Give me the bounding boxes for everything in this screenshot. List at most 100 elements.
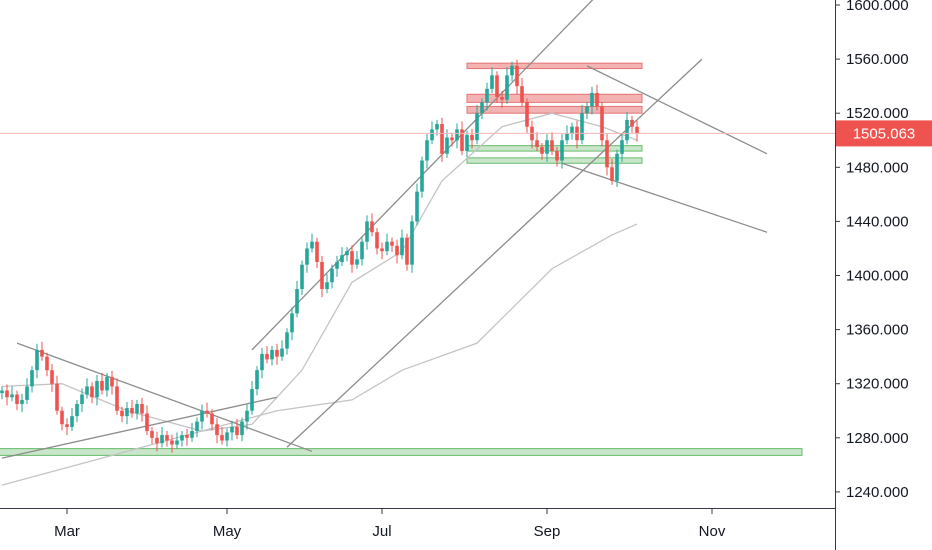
candle[interactable] xyxy=(345,247,349,262)
candle[interactable] xyxy=(520,78,524,107)
candle[interactable] xyxy=(575,120,579,149)
trendline[interactable] xyxy=(286,58,703,448)
candle[interactable] xyxy=(25,378,29,404)
candle[interactable] xyxy=(455,123,459,149)
candle[interactable] xyxy=(130,399,134,418)
candle[interactable] xyxy=(365,215,369,250)
candle[interactable] xyxy=(605,134,609,176)
candle[interactable] xyxy=(635,120,639,142)
candle[interactable] xyxy=(320,255,324,298)
candle[interactable] xyxy=(100,372,104,395)
candle[interactable] xyxy=(155,431,159,452)
candle[interactable] xyxy=(80,388,84,413)
candle[interactable] xyxy=(385,233,389,256)
candle[interactable] xyxy=(360,237,364,266)
candle[interactable] xyxy=(145,405,149,436)
candle[interactable] xyxy=(20,393,24,413)
candle[interactable] xyxy=(85,378,89,399)
candle[interactable] xyxy=(375,228,379,255)
candle[interactable] xyxy=(530,120,534,149)
candle[interactable] xyxy=(135,399,139,420)
candle[interactable] xyxy=(350,245,354,273)
candle[interactable] xyxy=(390,237,394,252)
trendline[interactable] xyxy=(1,396,278,459)
candle[interactable] xyxy=(10,386,14,402)
candle[interactable] xyxy=(535,132,539,152)
candle[interactable] xyxy=(335,255,339,277)
candle[interactable] xyxy=(5,384,9,406)
candle[interactable] xyxy=(450,133,454,147)
candle[interactable] xyxy=(160,426,164,448)
candle[interactable] xyxy=(500,90,504,108)
candle[interactable] xyxy=(185,429,189,446)
candle[interactable] xyxy=(290,307,294,341)
candle[interactable] xyxy=(120,406,124,423)
trendline[interactable] xyxy=(561,162,768,233)
candle[interactable] xyxy=(425,134,429,169)
candle[interactable] xyxy=(250,380,254,415)
candle[interactable] xyxy=(420,156,424,198)
candle[interactable] xyxy=(260,347,264,379)
candle[interactable] xyxy=(410,215,414,273)
candle[interactable] xyxy=(190,422,194,442)
candle[interactable] xyxy=(560,134,564,169)
candle[interactable] xyxy=(230,420,234,441)
candle[interactable] xyxy=(570,122,574,140)
candle[interactable] xyxy=(460,121,464,156)
candle[interactable] xyxy=(315,237,319,269)
candle[interactable] xyxy=(305,242,309,273)
candle[interactable] xyxy=(30,366,34,393)
candle[interactable] xyxy=(405,233,409,271)
candle[interactable] xyxy=(480,98,484,120)
candle[interactable] xyxy=(240,417,244,442)
candle[interactable] xyxy=(550,132,554,156)
candle[interactable] xyxy=(45,352,49,377)
candle[interactable] xyxy=(565,125,569,145)
candle[interactable] xyxy=(125,401,129,425)
time-axis[interactable]: Mar May Jul Sep Nov xyxy=(0,508,835,540)
candle[interactable] xyxy=(600,102,604,147)
candle[interactable] xyxy=(440,117,444,162)
price-axis[interactable]: 1240.000 1280.000 1320.000 1360.000 1400.000… xyxy=(835,0,909,550)
candle[interactable] xyxy=(490,67,494,93)
candle[interactable] xyxy=(200,404,204,430)
candle[interactable] xyxy=(115,378,119,415)
candle[interactable] xyxy=(615,149,619,187)
candle[interactable] xyxy=(525,98,529,133)
candle[interactable] xyxy=(105,372,109,397)
candle[interactable] xyxy=(175,432,179,449)
candle[interactable] xyxy=(485,82,489,111)
candle[interactable] xyxy=(215,418,219,444)
candle[interactable] xyxy=(70,408,74,432)
candle[interactable] xyxy=(50,364,54,392)
candle[interactable] xyxy=(0,386,4,400)
candle[interactable] xyxy=(35,343,39,379)
candle[interactable] xyxy=(590,86,594,115)
candle[interactable] xyxy=(445,129,449,158)
candle[interactable] xyxy=(580,105,584,145)
candle[interactable] xyxy=(65,418,69,436)
candle[interactable] xyxy=(555,147,559,167)
candle[interactable] xyxy=(620,134,624,162)
candle[interactable] xyxy=(340,247,344,267)
candle[interactable] xyxy=(150,426,154,444)
candle[interactable] xyxy=(380,242,384,260)
candle[interactable] xyxy=(225,428,229,447)
candle[interactable] xyxy=(610,159,614,185)
candle[interactable] xyxy=(245,404,249,430)
candle[interactable] xyxy=(395,239,399,264)
candle[interactable] xyxy=(40,341,44,361)
candle[interactable] xyxy=(275,343,279,365)
candle[interactable] xyxy=(585,102,589,120)
candle[interactable] xyxy=(110,370,114,395)
candle[interactable] xyxy=(60,406,64,431)
candle[interactable] xyxy=(495,71,499,104)
candle[interactable] xyxy=(195,417,199,438)
candle[interactable] xyxy=(255,366,259,396)
candle[interactable] xyxy=(265,345,269,364)
candle[interactable] xyxy=(400,229,404,260)
candle[interactable] xyxy=(300,260,304,296)
candle[interactable] xyxy=(505,67,509,104)
candle[interactable] xyxy=(55,375,59,415)
candle[interactable] xyxy=(270,345,274,366)
